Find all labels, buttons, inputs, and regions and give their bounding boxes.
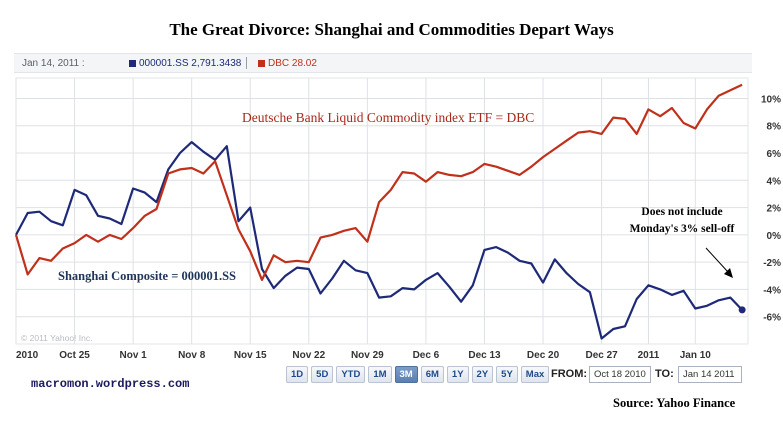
blog-credit: macromon.wordpress.com xyxy=(31,377,190,391)
x-tick-label: 2010 xyxy=(16,350,39,361)
legend-date: Jan 14, 2011 : xyxy=(22,58,85,69)
legend-swatch-shanghai xyxy=(129,60,136,67)
x-tick-label: Oct 25 xyxy=(59,350,90,361)
x-tick-label: Nov 1 xyxy=(120,350,148,361)
legend-separator xyxy=(246,57,247,69)
shanghai-annotation: Shanghai Composite = 000001.SS xyxy=(58,269,236,283)
y-tick-label: 2% xyxy=(767,204,782,215)
series-line-dbc xyxy=(14,83,743,281)
note-line-2: Monday's 3% sell-off xyxy=(629,223,735,235)
x-tick-label: Dec 20 xyxy=(527,350,560,361)
range-button-1y[interactable]: 1Y xyxy=(446,366,469,383)
range-button-6m[interactable]: 6M xyxy=(420,366,444,383)
range-button-1d[interactable]: 1D xyxy=(286,366,309,383)
x-tick-label: Nov 22 xyxy=(292,350,325,361)
x-tick-label: 2011 xyxy=(638,350,660,361)
source-credit: Source: Yahoo Finance xyxy=(613,396,736,410)
y-tick-label: -4% xyxy=(763,285,781,296)
y-tick-label: -6% xyxy=(763,313,781,324)
x-tick-label: Dec 27 xyxy=(585,350,618,361)
range-button-3m[interactable]: 3M xyxy=(394,366,418,383)
range-button-1m[interactable]: 1M xyxy=(368,366,392,383)
from-date-input[interactable]: Oct 18 2010 xyxy=(589,366,651,383)
y-tick-label: 4% xyxy=(767,176,782,187)
series-line-000001ss xyxy=(15,141,743,340)
range-button-5y[interactable]: 5Y xyxy=(496,366,518,383)
note-annotation: Does not include Monday's 3% sell-off xyxy=(618,204,746,238)
note-arrow-head xyxy=(724,268,733,278)
range-button-2y[interactable]: 2Y xyxy=(471,366,494,383)
legend-swatch-dbc xyxy=(258,60,265,67)
x-tick-label: Dec 13 xyxy=(468,350,501,361)
to-date-input[interactable]: Jan 14 2011 xyxy=(678,366,742,383)
range-button-ytd[interactable]: YTD xyxy=(336,366,366,383)
legend-bar: Jan 14, 2011 : 000001.SS 2,791.3438 DBC … xyxy=(14,53,752,73)
y-tick-label: 8% xyxy=(767,122,782,133)
copyright: © 2011 Yahoo! Inc. xyxy=(21,333,93,343)
x-tick-label: Nov 15 xyxy=(234,350,267,361)
dbc-annotation: Deutsche Bank Liquid Commodity index ETF… xyxy=(242,110,535,125)
range-button-max[interactable]: Max xyxy=(520,366,550,383)
y-tick-label: 0% xyxy=(767,231,782,242)
x-tick-label: Jan 10 xyxy=(680,350,712,361)
y-tick-label: -2% xyxy=(763,258,781,269)
note-arrow xyxy=(705,247,729,273)
range-button-group: 1D 5D YTD 1M 3M 6M 1Y 2Y 5Y Max xyxy=(286,366,552,383)
x-tick-label: Nov 29 xyxy=(351,350,384,361)
y-tick-label: 6% xyxy=(767,149,782,160)
shanghai-endpoint-marker xyxy=(738,306,746,314)
y-tick-label: 10% xyxy=(761,94,781,105)
range-button-5d[interactable]: 5D xyxy=(311,366,334,383)
legend-shanghai[interactable]: 000001.SS 2,791.3438 xyxy=(139,58,242,69)
to-label: TO: xyxy=(655,368,674,380)
chart-title: The Great Divorce: Shanghai and Commodit… xyxy=(169,20,614,39)
x-tick-label: Dec 6 xyxy=(413,350,440,361)
legend-dbc[interactable]: DBC 28.02 xyxy=(268,58,317,69)
note-line-1: Does not include xyxy=(641,206,723,218)
x-tick-label: Nov 8 xyxy=(178,350,206,361)
from-label: FROM: xyxy=(551,368,588,380)
